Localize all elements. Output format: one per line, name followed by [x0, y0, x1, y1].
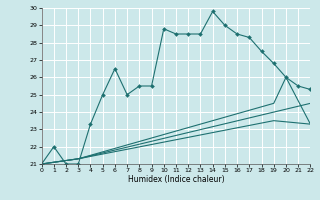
- X-axis label: Humidex (Indice chaleur): Humidex (Indice chaleur): [128, 175, 224, 184]
